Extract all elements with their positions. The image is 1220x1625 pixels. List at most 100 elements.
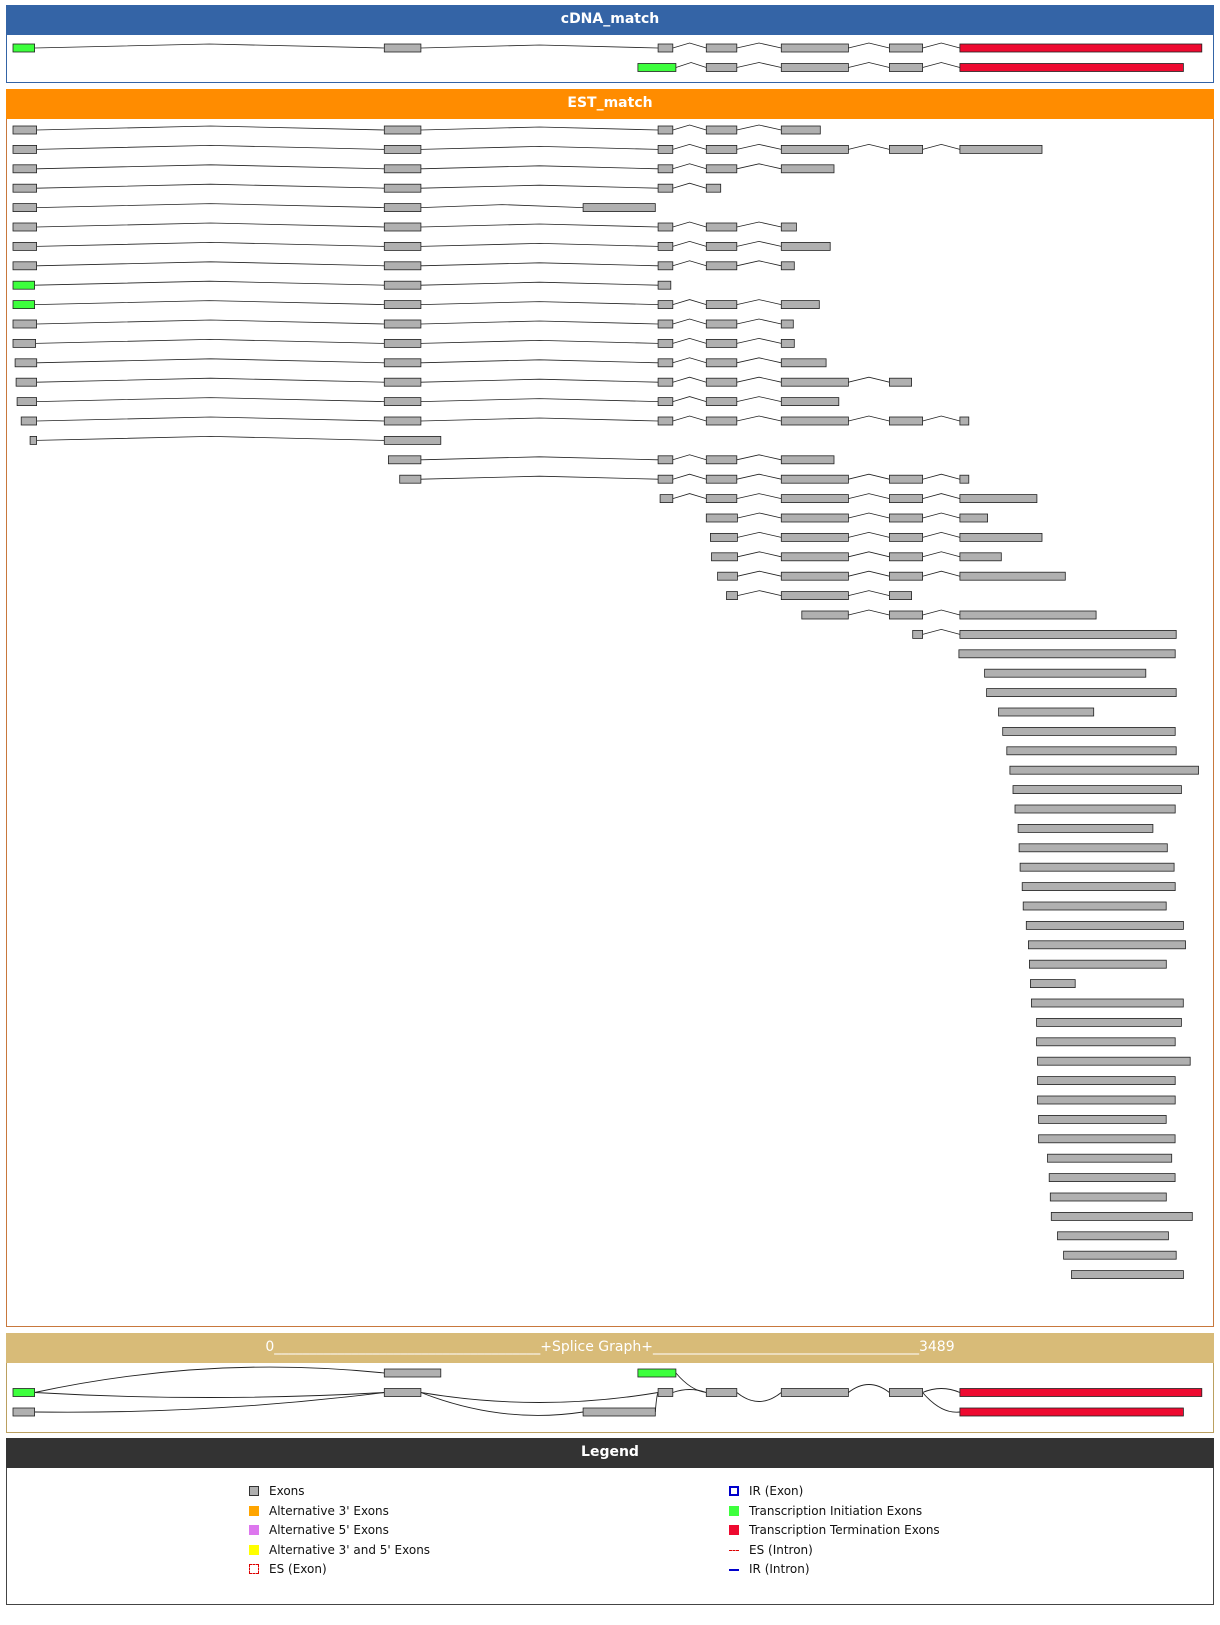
exon <box>959 571 1066 581</box>
intron-line <box>922 415 961 422</box>
legend-item-label: ES (Exon) <box>269 1562 327 1576</box>
transcript-row <box>1050 1212 1193 1221</box>
exon <box>780 125 821 135</box>
transcript-row <box>1071 1270 1184 1279</box>
exon <box>383 183 422 193</box>
transcript-row <box>399 473 970 484</box>
transcript-row <box>912 628 1177 639</box>
exon <box>399 474 422 484</box>
legend-title: Legend <box>581 1444 639 1460</box>
transcript-row <box>16 396 840 407</box>
transcript-row <box>1009 765 1199 775</box>
initiation-exon <box>12 280 36 290</box>
exon <box>383 242 422 251</box>
exon <box>383 416 422 426</box>
intron-line <box>736 493 782 499</box>
intron-line <box>848 551 890 558</box>
initiation-exon <box>12 300 36 310</box>
transcript-row <box>726 590 913 601</box>
cdna-match-header: cDNA_match <box>6 5 1214 35</box>
intron-line <box>672 318 707 325</box>
transcript-row <box>12 203 656 212</box>
exon <box>705 377 738 387</box>
transcript-row <box>14 357 827 368</box>
exon <box>705 513 738 523</box>
exon <box>705 416 738 426</box>
initiation-exon <box>12 43 36 53</box>
transcript-row <box>15 376 913 387</box>
intron-line <box>848 62 890 68</box>
transcript-row <box>1048 1173 1176 1182</box>
exon <box>20 416 37 426</box>
transcript-row <box>1018 843 1168 853</box>
exon <box>29 435 38 445</box>
transcript-row <box>1030 979 1076 988</box>
transcript-row <box>1029 959 1167 969</box>
transcript-row <box>12 260 795 271</box>
exon <box>705 494 738 504</box>
intron-line <box>672 143 707 150</box>
splice-edge <box>736 1392 782 1402</box>
legend-item-label: Exons <box>269 1484 305 1498</box>
exon <box>383 203 422 212</box>
exon <box>383 300 422 310</box>
exon <box>705 43 738 53</box>
intron-line <box>922 143 961 150</box>
exon <box>705 455 738 465</box>
transcript-row <box>705 512 989 523</box>
exon <box>1050 1212 1193 1221</box>
intron-line <box>736 396 782 402</box>
legend-item-label: IR (Exon) <box>749 1484 804 1498</box>
exon <box>1063 1250 1177 1260</box>
exon <box>780 300 820 310</box>
exon <box>1006 746 1177 756</box>
legend-header: Legend <box>6 1438 1214 1468</box>
intron-line <box>672 42 707 49</box>
exon <box>705 222 738 232</box>
alt3-swatch-icon <box>249 1505 259 1516</box>
exon <box>12 222 38 232</box>
legend-item: Transcription Termination Exons <box>729 1523 1029 1537</box>
intron-line <box>420 359 659 364</box>
transcript-row <box>1021 882 1176 891</box>
exon <box>12 319 38 329</box>
est-match-header: EST_match <box>6 89 1214 119</box>
exon <box>984 668 1147 678</box>
est-match-panel <box>6 119 1214 1327</box>
exon <box>383 358 422 368</box>
intron-line <box>36 397 385 402</box>
transcript-row <box>710 531 1043 542</box>
transcript-row <box>1047 1153 1173 1163</box>
exon <box>705 242 738 251</box>
transcript-row <box>1036 1037 1176 1047</box>
transcript-row <box>717 570 1066 581</box>
exon <box>1028 940 1186 950</box>
exon <box>889 552 924 562</box>
transcript-row <box>1006 746 1177 756</box>
exon <box>959 532 1043 542</box>
exon <box>705 1388 738 1397</box>
exon <box>1038 1115 1167 1124</box>
exon <box>780 397 840 407</box>
exon <box>15 377 38 387</box>
es-intron-swatch-icon <box>729 1549 739 1551</box>
intron-line <box>848 493 890 499</box>
intron-line <box>420 126 659 131</box>
exon <box>780 319 794 329</box>
exon <box>780 377 849 387</box>
termination-exon <box>959 63 1184 72</box>
exon <box>705 319 738 329</box>
intron-line <box>420 301 659 305</box>
exon <box>726 591 738 601</box>
exon <box>889 144 924 154</box>
exon <box>705 183 722 193</box>
intron-line <box>420 204 584 208</box>
exon <box>1014 804 1176 814</box>
intron-line <box>736 473 782 480</box>
exon <box>1030 979 1076 988</box>
exon <box>657 455 674 465</box>
exon <box>582 203 656 212</box>
intron-line <box>736 318 782 325</box>
ir-intron-swatch-icon <box>729 1569 739 1571</box>
exon <box>657 474 674 484</box>
